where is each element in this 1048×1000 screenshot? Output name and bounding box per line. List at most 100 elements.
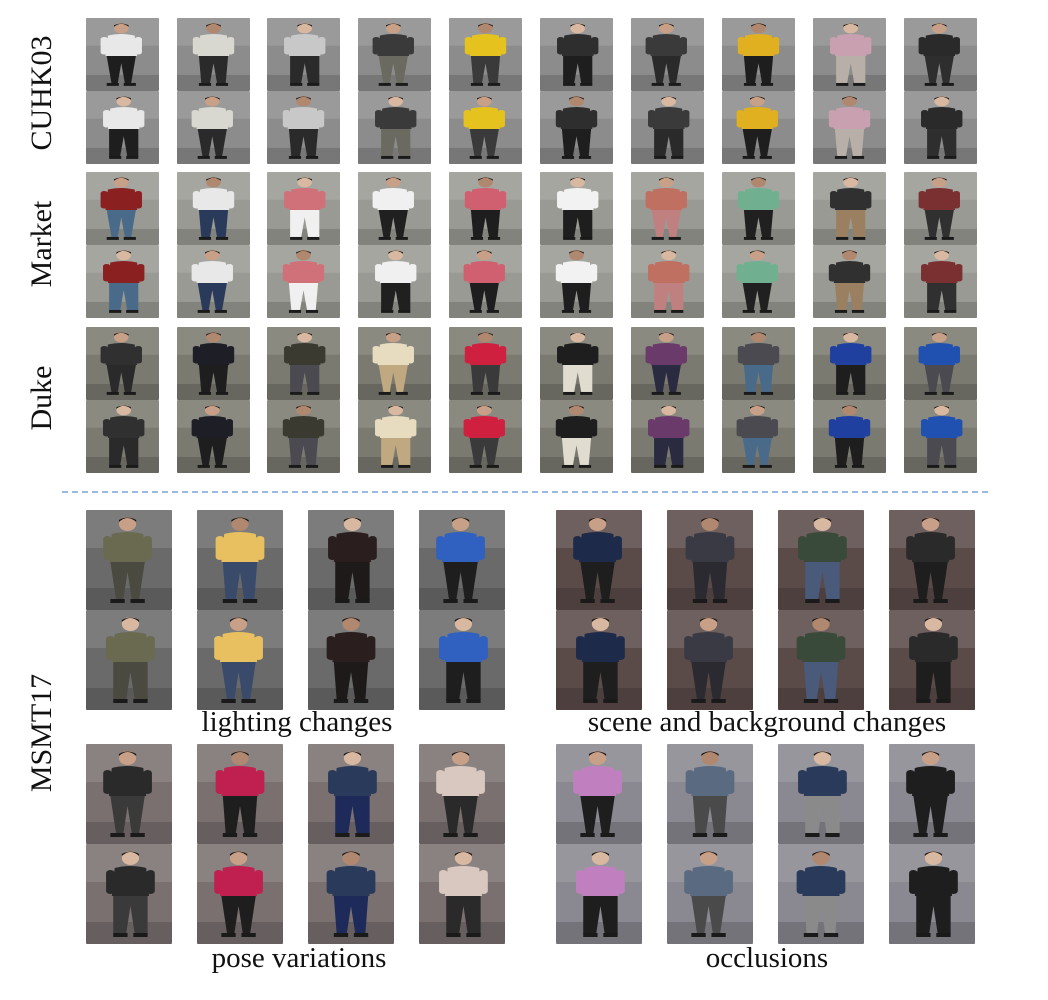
caption-occlusions: occlusions: [705, 942, 829, 974]
duke-thumbnail: [722, 327, 795, 400]
scene-thumbnail: [667, 510, 753, 610]
lighting-thumbnail: [197, 610, 283, 710]
duke-thumbnail: [540, 327, 613, 400]
cuhk03-thumbnail: [904, 91, 977, 164]
market-thumbnail: [631, 172, 704, 245]
occlusion-thumbnail: [889, 744, 975, 844]
pose-thumbnail: [419, 844, 505, 944]
scene-thumbnail: [778, 510, 864, 610]
market-thumbnail: [449, 245, 522, 318]
market-thumbnail: [631, 245, 704, 318]
cuhk03-thumbnail: [540, 18, 613, 91]
occlusion-thumbnail: [778, 744, 864, 844]
pose-thumbnail: [197, 744, 283, 844]
scene-thumbnail: [556, 510, 642, 610]
pose-thumbnail: [308, 744, 394, 844]
occlusion-thumbnail: [556, 844, 642, 944]
duke-thumbnail: [267, 327, 340, 400]
cuhk03-thumbnail: [813, 91, 886, 164]
market-thumbnail: [86, 245, 159, 318]
cuhk03-thumbnail: [358, 18, 431, 91]
duke-thumbnail: [449, 400, 522, 473]
scene-thumbnail: [667, 610, 753, 710]
cuhk03-thumbnail: [86, 91, 159, 164]
cuhk03-thumbnail: [86, 18, 159, 91]
lighting-thumbnail: [86, 610, 172, 710]
cuhk03-thumbnail: [813, 18, 886, 91]
scene-thumbnail: [889, 610, 975, 710]
market-thumbnail: [177, 245, 250, 318]
pose-thumbnail: [419, 744, 505, 844]
cuhk03-thumbnail: [177, 91, 250, 164]
caption-scene-background-changes: scene and background changes: [587, 706, 947, 738]
occlusion-thumbnail: [667, 744, 753, 844]
duke-thumbnail: [722, 400, 795, 473]
section-divider: [62, 491, 988, 493]
duke-thumbnail: [177, 400, 250, 473]
cuhk03-thumbnail: [631, 18, 704, 91]
market-thumbnail: [267, 172, 340, 245]
market-thumbnail: [540, 245, 613, 318]
market-thumbnail: [449, 172, 522, 245]
duke-thumbnail: [86, 327, 159, 400]
duke-thumbnail: [540, 400, 613, 473]
duke-thumbnail: [358, 327, 431, 400]
cuhk03-thumbnail: [449, 18, 522, 91]
cuhk03-thumbnail: [358, 91, 431, 164]
lighting-thumbnail: [86, 510, 172, 610]
duke-thumbnail: [631, 327, 704, 400]
pose-thumbnail: [308, 844, 394, 944]
cuhk03-thumbnail: [904, 18, 977, 91]
lighting-thumbnail: [197, 510, 283, 610]
market-thumbnail: [358, 245, 431, 318]
occlusion-thumbnail: [778, 844, 864, 944]
occlusion-thumbnail: [889, 844, 975, 944]
market-thumbnail: [904, 172, 977, 245]
lighting-thumbnail: [308, 610, 394, 710]
pose-thumbnail: [197, 844, 283, 944]
duke-thumbnail: [449, 327, 522, 400]
market-thumbnail: [86, 172, 159, 245]
duke-thumbnail: [904, 327, 977, 400]
market-thumbnail: [904, 245, 977, 318]
lighting-thumbnail: [419, 610, 505, 710]
scene-thumbnail: [556, 610, 642, 710]
caption-pose-variations: pose variations: [211, 942, 387, 974]
market-thumbnail: [813, 245, 886, 318]
market-thumbnail: [722, 172, 795, 245]
dataset-label-msmt17: MSMT17: [25, 673, 58, 793]
duke-thumbnail: [177, 327, 250, 400]
market-thumbnail: [177, 172, 250, 245]
pose-thumbnail: [86, 744, 172, 844]
duke-thumbnail: [86, 400, 159, 473]
market-thumbnail: [267, 245, 340, 318]
scene-thumbnail: [778, 610, 864, 710]
duke-thumbnail: [358, 400, 431, 473]
scene-thumbnail: [889, 510, 975, 610]
dataset-label-market: Market: [25, 200, 58, 288]
cuhk03-thumbnail: [267, 18, 340, 91]
market-thumbnail: [540, 172, 613, 245]
cuhk03-thumbnail: [540, 91, 613, 164]
duke-thumbnail: [813, 400, 886, 473]
pose-thumbnail: [86, 844, 172, 944]
cuhk03-thumbnail: [177, 18, 250, 91]
duke-thumbnail: [904, 400, 977, 473]
dataset-label-duke: Duke: [25, 365, 58, 431]
market-thumbnail: [358, 172, 431, 245]
market-thumbnail: [722, 245, 795, 318]
duke-thumbnail: [267, 400, 340, 473]
cuhk03-thumbnail: [722, 18, 795, 91]
cuhk03-thumbnail: [267, 91, 340, 164]
duke-thumbnail: [813, 327, 886, 400]
cuhk03-thumbnail: [449, 91, 522, 164]
occlusion-thumbnail: [556, 744, 642, 844]
cuhk03-thumbnail: [631, 91, 704, 164]
lighting-thumbnail: [419, 510, 505, 610]
lighting-thumbnail: [308, 510, 394, 610]
occlusion-thumbnail: [667, 844, 753, 944]
duke-thumbnail: [631, 400, 704, 473]
market-thumbnail: [813, 172, 886, 245]
caption-lighting-changes: lighting changes: [201, 706, 393, 738]
dataset-label-cuhk03: CUHK03: [25, 35, 58, 151]
